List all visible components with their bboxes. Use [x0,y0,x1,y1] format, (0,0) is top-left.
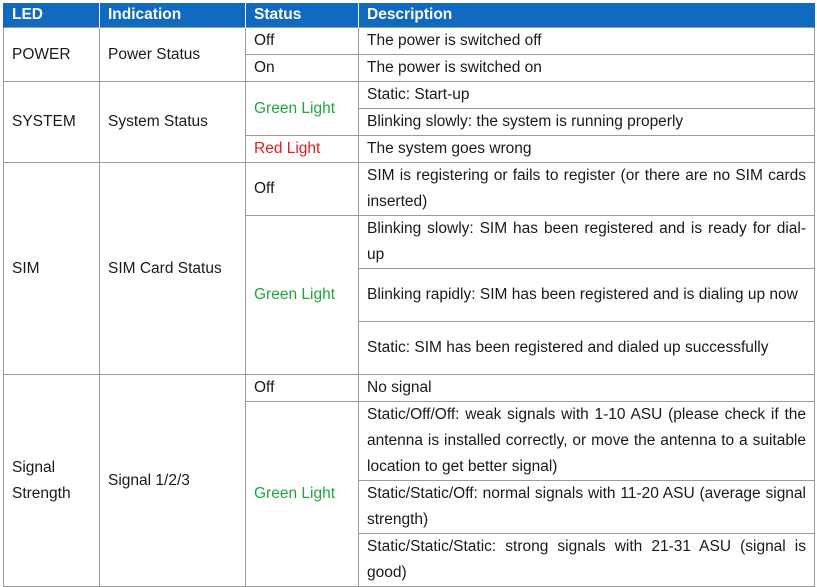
table-row: SYSTEM System Status Green Light Static:… [3,81,815,163]
led-power: POWER [3,27,100,82]
table-row: Signal Strength Signal 1/2/3 Off No sign… [3,374,815,587]
indication-power: Power Status [99,27,246,82]
led-system: SYSTEM [3,81,100,163]
table-row: Static/Static/Static: strong signals wit… [4,533,815,587]
table-row: SIM SIM Card Status Off SIM is registeri… [3,162,815,375]
description-cell: Static/Static/Static: strong signals wit… [358,533,815,587]
status-cell: On [245,54,359,82]
description-cell: No signal [358,374,815,402]
table-row: Red Light The system goes wrong [4,135,815,163]
table-header-row: LED Indication Status Description [3,3,815,28]
led-sim: SIM [3,162,100,375]
table-row: On The power is switched on [4,54,815,82]
description-cell: Blinking slowly: the system is running p… [358,108,815,136]
description-cell: Blinking rapidly: SIM has been registere… [358,268,815,322]
led-signal: Signal Strength [3,374,100,587]
header-led: LED [3,3,100,28]
status-cell: Green Light [245,215,359,375]
status-cell: Red Light [245,135,359,163]
description-cell: Static: SIM has been registered and dial… [358,321,815,375]
status-cell: Green Light [245,401,359,587]
status-cell: Off [245,162,359,216]
table-row: Blinking rapidly: SIM has been registere… [4,268,815,322]
header-description: Description [358,3,815,28]
description-cell: Blinking slowly: SIM has been registered… [358,215,815,269]
table-row: Green Light Blinking slowly: SIM has bee… [4,215,815,375]
table-row: POWER Power Status Off The power is swit… [3,27,815,82]
status-cell: Green Light [245,81,359,136]
description-cell: Static: Start-up [358,81,815,109]
indication-signal: Signal 1/2/3 [99,374,246,587]
status-cell: Off [245,27,359,55]
indication-system: System Status [99,81,246,163]
header-status: Status [245,3,359,28]
description-cell: The power is switched off [358,27,815,55]
description-cell: The system goes wrong [358,135,815,163]
header-indication: Indication [99,3,246,28]
table-row: Static/Static/Off: normal signals with 1… [4,480,815,534]
description-cell: Static/Static/Off: normal signals with 1… [358,480,815,534]
description-cell: Static/Off/Off: weak signals with 1-10 A… [358,401,815,481]
description-cell: SIM is registering or fails to register … [358,162,815,216]
description-cell: The power is switched on [358,54,815,82]
status-cell: Off [245,374,359,402]
indication-sim: SIM Card Status [99,162,246,375]
table-row: Green Light Static/Off/Off: weak signals… [4,401,815,587]
led-indicator-table: LED Indication Status Description POWER … [3,3,815,587]
